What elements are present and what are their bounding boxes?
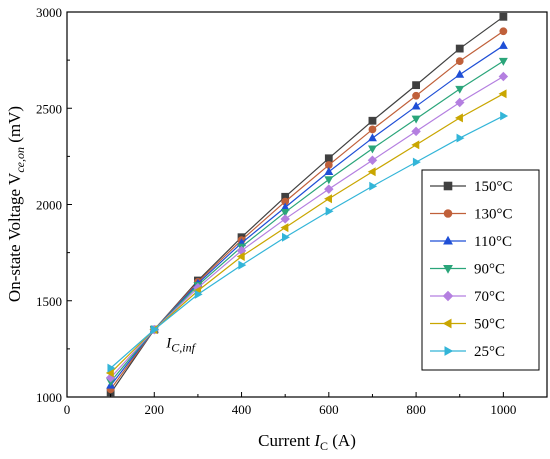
y-tick-label: 1500 (36, 294, 62, 309)
series-3 (106, 57, 508, 387)
data-point (367, 155, 378, 165)
data-point (455, 57, 464, 65)
data-point (454, 113, 463, 123)
data-point (368, 125, 377, 134)
data-point (411, 101, 421, 110)
legend-marker (443, 209, 453, 218)
legend-box (421, 169, 540, 371)
series-line (110, 115, 504, 369)
y-tick-label: 3000 (36, 5, 62, 20)
axis-layer: 0 200 400 600 800 1000 1000 1500 2000 2500 3000 (36, 5, 516, 417)
inflection-annotation: IC,inf (165, 336, 196, 355)
x-tick-label: 400 (232, 402, 252, 417)
legend-label: 150°C (474, 179, 513, 195)
series-layer (105, 12, 509, 398)
data-point (325, 206, 334, 216)
data-point (369, 181, 378, 191)
data-point (411, 115, 421, 124)
data-point (499, 27, 508, 36)
legend-marker (444, 346, 454, 356)
y-axis-title: On-state Voltage Vce,on (mV) (5, 106, 27, 302)
x-tick-label: 600 (319, 402, 339, 417)
series-line (110, 60, 504, 382)
x-axis-title: Current IC (A) (258, 431, 356, 453)
data-point (498, 71, 509, 82)
data-point (498, 89, 507, 99)
legend-marker (442, 318, 452, 329)
data-point (324, 184, 334, 194)
legend-marker (442, 290, 454, 302)
data-point (411, 140, 420, 150)
legend-marker (443, 181, 453, 191)
data-point (280, 209, 290, 217)
data-point (280, 223, 289, 233)
data-point (151, 325, 160, 335)
data-point (280, 214, 290, 224)
legend-item: 90°C (430, 262, 505, 278)
data-point (236, 252, 245, 261)
data-point (411, 126, 421, 137)
data-point (367, 167, 376, 177)
data-point (412, 81, 420, 90)
data-point (455, 44, 464, 53)
y-tick-label: 2500 (36, 101, 62, 116)
legend-label: 130°C (474, 207, 513, 223)
legend-label: 25°C (474, 344, 505, 360)
data-point (455, 85, 465, 94)
data-point (499, 12, 508, 21)
data-point (107, 363, 116, 373)
series-line (110, 75, 504, 379)
legend-item: 130°C (430, 207, 513, 223)
x-tick-label: 200 (145, 402, 165, 417)
data-point (367, 133, 377, 142)
legend-label: 90°C (474, 262, 505, 278)
data-point (282, 232, 290, 242)
legend-marker (443, 235, 453, 245)
legend: 150°C 130°C 110°C 90°C 70°C 50°C 25°C (421, 169, 540, 371)
data-point (367, 145, 377, 154)
y-tick-label: 2000 (36, 198, 62, 213)
data-point (412, 157, 421, 167)
data-point (412, 91, 420, 100)
data-point (456, 133, 465, 143)
series-5 (105, 89, 507, 378)
legend-item: 150°C (430, 179, 513, 195)
legend-item: 70°C (430, 289, 505, 305)
series-line (110, 45, 504, 386)
data-point (324, 167, 334, 175)
legend-marker (443, 264, 453, 274)
series-line (110, 93, 504, 374)
data-point (498, 57, 508, 66)
data-point (500, 111, 509, 121)
legend-label: 70°C (474, 289, 505, 305)
y-tick-label: 1000 (36, 390, 62, 405)
data-point (324, 154, 333, 163)
legend-item: 50°C (430, 317, 505, 333)
data-point (454, 97, 465, 108)
data-point (455, 69, 465, 78)
data-point (238, 260, 247, 270)
data-point (324, 176, 334, 185)
legend-item: 110°C (430, 234, 512, 250)
x-tick-label: 1000 (490, 402, 516, 417)
x-tick-label: 0 (64, 402, 71, 417)
legend-label: 50°C (474, 317, 505, 333)
legend-label: 110°C (474, 234, 512, 250)
data-point (324, 194, 332, 204)
legend-item: 25°C (430, 344, 505, 360)
data-point (498, 40, 508, 49)
data-point (368, 116, 377, 125)
series-6 (107, 111, 509, 373)
data-point (194, 289, 203, 299)
x-tick-label: 800 (406, 402, 426, 417)
